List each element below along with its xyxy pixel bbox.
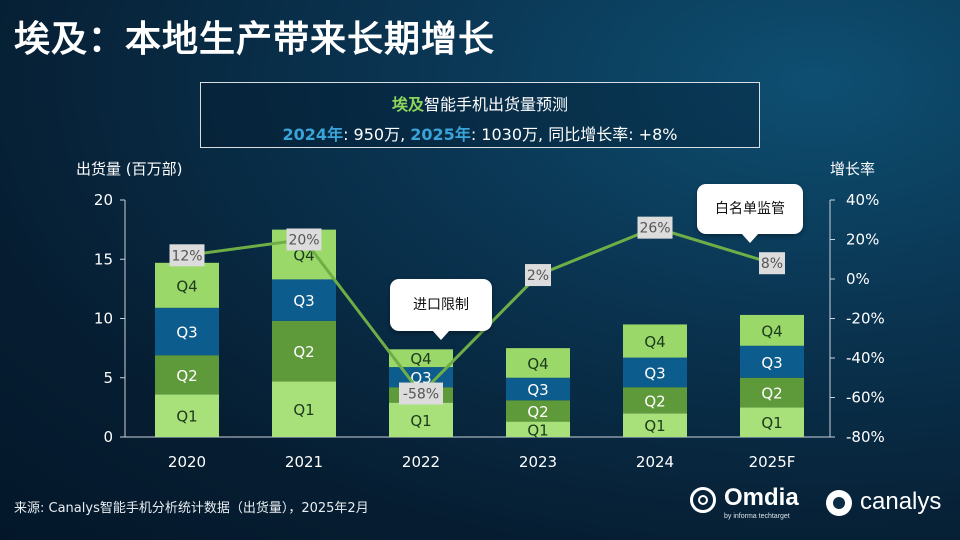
- bar-segment-label: Q3: [176, 324, 197, 342]
- forecast-heading-country: 埃及: [391, 95, 424, 114]
- bar-segment-label: Q1: [293, 401, 314, 419]
- callout-whitelist-regulation: 白名单监管: [697, 184, 803, 243]
- bar-segment-q4: [155, 262, 219, 308]
- bar-segment-label: Q4: [293, 247, 314, 265]
- y2-tick-label: 40%: [846, 191, 879, 209]
- growth-label-box: [169, 244, 205, 267]
- growth-label: 8%: [761, 256, 783, 272]
- canalys-logo: canalys: [826, 486, 956, 522]
- omdia-logo-text: Omdia: [724, 484, 799, 511]
- y2-tick-label: 0%: [846, 270, 870, 288]
- bar-segment-label: Q2: [293, 343, 314, 361]
- x-tick-label: 2022: [402, 453, 440, 471]
- canalys-logo-text: canalys: [860, 488, 942, 515]
- omdia-logo-subtext: by informa techtarget: [724, 513, 790, 520]
- bar-segment-label: Q2: [761, 385, 782, 403]
- y2-tick-label: 20%: [846, 231, 879, 249]
- callout-import-restriction: 进口限制: [390, 279, 492, 340]
- y2-tick-label: -80%: [846, 428, 885, 446]
- omdia-logo-icon: [690, 487, 716, 513]
- forecast-2025-label: 2025年: [410, 125, 471, 144]
- growth-label-box: [637, 216, 673, 239]
- growth-label-box: [525, 264, 551, 287]
- y2-axis-title: 增长率: [830, 160, 876, 178]
- bar-segment-label: Q4: [527, 355, 548, 373]
- bar-segment-label: Q1: [176, 408, 197, 426]
- bar-segment-q1: [623, 413, 687, 437]
- x-tick-label: 2025F: [749, 453, 796, 471]
- bar-segment-q3: [506, 377, 570, 401]
- growth-label-box: [759, 252, 785, 275]
- forecast-values: 2024年: 950万, 2025年: 1030万, 同比增长率: +8%: [201, 121, 759, 145]
- bar-segment-label: Q2: [176, 367, 197, 385]
- bar-segment-q4: [389, 349, 453, 368]
- bar-segment-q1: [506, 421, 570, 437]
- bar-segment-label: Q3: [293, 292, 314, 310]
- forecast-info-box: 埃及智能手机出货量预测 2024年: 950万, 2025年: 1030万, 同…: [200, 82, 760, 148]
- y-tick-label: 15: [94, 250, 113, 268]
- y-axis-title: 出货量 (百万部): [76, 160, 183, 178]
- bar-segment-q3: [155, 307, 219, 356]
- bar-segment-label: Q4: [644, 333, 665, 351]
- bar-segment-label: Q3: [527, 381, 548, 399]
- bar-segment-label: Q2: [644, 392, 665, 410]
- page-title: 埃及：本地生产带来长期增长: [14, 19, 496, 60]
- bar-segment-q4: [740, 314, 804, 346]
- bar-segment-q3: [272, 279, 336, 321]
- bar-segment-q1: [389, 402, 453, 437]
- y2-tick-label: -20%: [846, 310, 885, 328]
- bar-segment-label: Q4: [410, 350, 431, 368]
- bar-segment-q4: [623, 324, 687, 358]
- growth-label: -58%: [403, 387, 439, 403]
- bar-segment-q2: [506, 400, 570, 422]
- bar-segment-label: Q4: [176, 277, 197, 295]
- x-tick-label: 2023: [519, 453, 557, 471]
- bar-segment-label: Q1: [410, 412, 431, 430]
- x-tick-label: 2024: [636, 453, 674, 471]
- y2-tick-label: -60%: [846, 389, 885, 407]
- y-tick-label: 10: [94, 310, 113, 328]
- bar-segment-q1: [740, 407, 804, 437]
- y-tick-label: 5: [103, 369, 113, 387]
- growth-rate-line: [186, 226, 773, 396]
- bar-segment-q1: [272, 381, 336, 437]
- growth-label-box: [399, 382, 443, 405]
- bar-segment-label: Q3: [644, 364, 665, 382]
- growth-label: 26%: [639, 221, 670, 237]
- bar-segment-q2: [623, 387, 687, 414]
- canalys-logo-icon: [826, 490, 852, 516]
- bar-segment-q2: [272, 320, 336, 382]
- forecast-heading: 埃及智能手机出货量预测: [201, 91, 759, 115]
- forecast-2024-value: : 950万,: [343, 125, 411, 144]
- forecast-2025-value: : 1030万, 同比增长率: +8%: [470, 125, 678, 144]
- bar-segment-q4: [506, 348, 570, 378]
- x-tick-label: 2020: [168, 453, 206, 471]
- growth-label: 12%: [171, 248, 202, 264]
- bar-segment-label: Q1: [644, 417, 665, 435]
- omdia-logo: Omdia by informa techtarget: [690, 484, 820, 524]
- forecast-2024-label: 2024年: [282, 125, 344, 144]
- bar-segment-q2: [740, 377, 804, 408]
- forecast-heading-text: 智能手机出货量预测: [424, 95, 569, 114]
- source-note: 来源: Canalys智能手机分析统计数据（出货量），2025年2月: [14, 501, 369, 516]
- bar-segment-q3: [623, 357, 687, 388]
- y-tick-label: 0: [103, 428, 113, 446]
- bar-segment-label: Q1: [527, 421, 548, 439]
- bar-segment-label: Q2: [527, 403, 548, 421]
- bar-segment-label: Q3: [761, 354, 782, 372]
- growth-label: 20%: [288, 233, 319, 249]
- bar-segment-q2: [155, 355, 219, 395]
- x-tick-label: 2021: [285, 453, 323, 471]
- bar-segment-label: Q1: [761, 414, 782, 432]
- bar-segment-q3: [740, 345, 804, 378]
- growth-label-box: [286, 228, 322, 251]
- growth-label: 2%: [527, 268, 549, 284]
- bar-segment-label: Q4: [761, 322, 782, 340]
- y-tick-label: 20: [94, 191, 113, 209]
- bar-segment-q1: [155, 394, 219, 437]
- y2-tick-label: -40%: [846, 349, 885, 367]
